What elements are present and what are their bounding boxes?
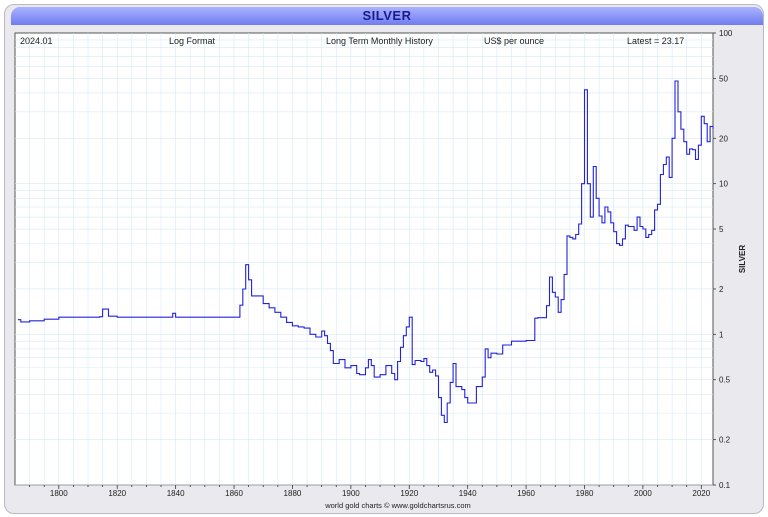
format-label: Log Format [169,36,216,46]
plot-area [14,32,714,486]
y-tick-label: 2 [719,285,724,294]
y-axis: 0.1 0.2 0.5 1 2 5 10 20 50 100 [713,29,733,490]
x-axis: 1800 1820 1840 1860 1880 1900 1920 1940 1960 1980… [29,485,711,498]
x-tick-label: 1960 [517,489,535,498]
y-tick-label: 0.2 [719,436,731,445]
y-tick-label: 0.1 [719,481,731,490]
y-tick-label: 10 [719,180,728,189]
x-tick-label: 1900 [342,489,360,498]
date-label: 2024.01 [20,36,53,46]
latest-label: Latest = 23.17 [627,36,684,46]
x-tick-label: 1820 [108,489,126,498]
title-bar: SILVER [11,7,763,25]
y-tick-label: 5 [719,225,724,234]
x-tick-label: 1940 [459,489,477,498]
chart-title: SILVER [362,8,412,23]
x-tick-label: 1840 [167,489,185,498]
x-tick-label: 1860 [225,489,243,498]
x-tick-label: 2000 [634,489,652,498]
y-tick-label: 100 [719,29,733,38]
silver-price-line [17,80,714,424]
units-label: US$ per ounce [484,36,544,46]
x-tick-label: 1880 [284,489,302,498]
y-axis-label: SILVER [738,245,747,274]
y-tick-label: 0.5 [719,376,731,385]
y-tick-label: 50 [719,74,728,83]
x-tick-label: 1800 [50,489,68,498]
grid [15,33,713,486]
y-tick-label: 1 [719,330,724,339]
x-tick-label: 1980 [576,489,594,498]
x-tick-label: 2020 [692,489,710,498]
footer-credit: world gold charts © www.goldchartsrus.co… [324,501,471,510]
y-tick-label: 20 [719,134,728,143]
history-label: Long Term Monthly History [326,36,433,46]
x-tick-label: 1920 [400,489,418,498]
